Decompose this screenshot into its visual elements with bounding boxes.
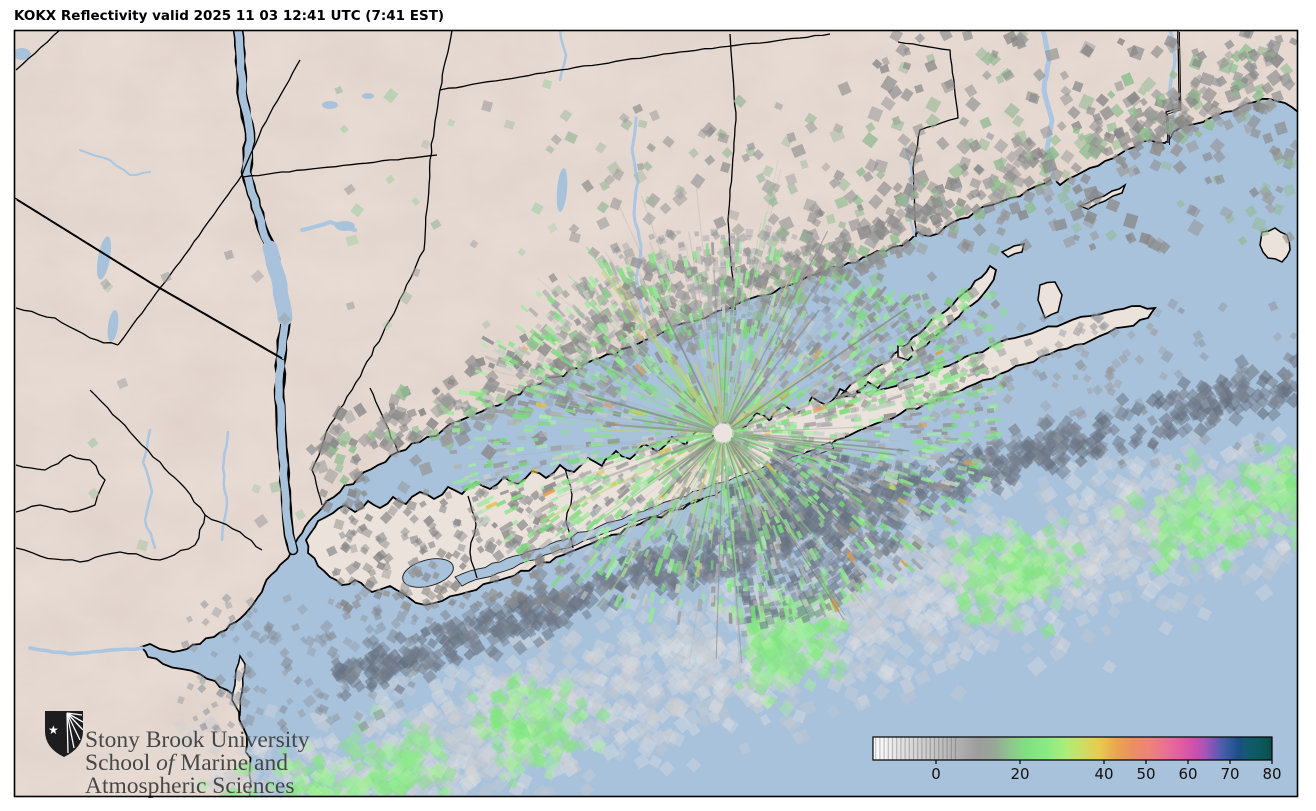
echo-field-hudson-sparse xyxy=(87,249,306,552)
colorbar-tick-label: 50 xyxy=(1136,765,1155,783)
map-border xyxy=(13,29,1299,798)
echo-field-spokes-faint xyxy=(471,159,1000,680)
sbu-shield-icon: ★ xyxy=(45,711,84,757)
colorbar-tick-label: 40 xyxy=(1094,765,1113,783)
colorbar-gradient xyxy=(873,737,1272,760)
colorbar-tick-label: 0 xyxy=(931,765,941,783)
river-creek-north xyxy=(558,30,568,82)
colorbar-stripe xyxy=(908,737,910,760)
boundary-putnam-westchester xyxy=(242,154,438,178)
lake xyxy=(107,310,119,342)
colorbar-stripe xyxy=(883,737,885,760)
colorbar-stripe xyxy=(938,737,940,760)
colorbar-tick-label: 60 xyxy=(1178,765,1197,783)
colorbar-tick-label: 80 xyxy=(1262,765,1281,783)
colorbar-frame xyxy=(872,736,1273,761)
lake xyxy=(556,168,568,212)
colorbar-stripe xyxy=(875,737,877,760)
boundary-nj-county-b xyxy=(15,389,206,563)
stony-brook-logo: ★ Stony Brook University School of Marin… xyxy=(45,711,310,799)
map-area xyxy=(14,30,1298,797)
boundary-ct-north-county xyxy=(439,33,831,91)
river-hackensack xyxy=(220,430,230,542)
colorbar-stripe xyxy=(891,737,894,760)
logo-line-1: Stony Brook University xyxy=(85,727,310,753)
colorbar-stripe xyxy=(954,737,957,760)
colorbar-tick-label: 20 xyxy=(1010,765,1029,783)
boundary-ny-ct-border xyxy=(311,30,453,506)
colorbar-stripe xyxy=(946,737,948,760)
colorbar-stripe xyxy=(925,737,927,760)
river-housatonic xyxy=(630,116,652,344)
lake xyxy=(362,93,374,99)
lake xyxy=(14,48,31,60)
logo-line-2: School of Marine and xyxy=(85,750,288,776)
colorbar-tick-label: 70 xyxy=(1220,765,1239,783)
echo-field-spokes-main xyxy=(540,211,910,664)
colorbar-stripe xyxy=(950,737,952,760)
boundary-nj-ny-line-inner xyxy=(16,199,284,361)
reflectivity-colorbar: 0 20 40 50 60 70 80 xyxy=(872,736,1282,783)
shield-star-icon: ★ xyxy=(48,723,59,737)
echo-field-ct-inland-east xyxy=(837,30,1298,257)
boundary-ct-county-mid xyxy=(727,33,737,311)
colorbar-stripe xyxy=(904,737,906,760)
river-creek-nw xyxy=(79,149,151,176)
echo-field-south-fork-sparse xyxy=(959,321,1168,405)
colorbar-stripe xyxy=(879,737,881,760)
boundary-nj-county-a xyxy=(15,307,119,346)
lake xyxy=(335,221,355,231)
logo-line-3: Atmospheric Sciences xyxy=(85,773,294,799)
river-raritan xyxy=(28,646,144,656)
boundary-ny-nj-corner xyxy=(15,30,61,71)
colorbar-stripe xyxy=(900,737,902,760)
boundary-orange-rockland xyxy=(117,59,301,346)
lake xyxy=(96,236,112,280)
river-passaic xyxy=(141,428,157,550)
echo-field-harbor-speckle xyxy=(176,593,435,734)
gardiners-island xyxy=(1037,281,1063,320)
colorbar-stripe xyxy=(887,737,889,760)
map-title: KOKX Reflectivity valid 2025 11 03 12:41… xyxy=(14,8,444,24)
echo-field-nw-sparse xyxy=(334,79,564,331)
colorbar-stripe xyxy=(929,737,931,760)
hudson-wide-reach xyxy=(262,240,293,326)
radar-site-marker xyxy=(713,423,733,443)
echo-field-se-band-green xyxy=(196,441,1298,797)
colorbar-stripe xyxy=(933,737,936,760)
boundary-nj-county-d xyxy=(15,454,106,513)
lake xyxy=(322,101,338,109)
colorbar-stripe xyxy=(917,737,919,760)
boundary-nj-ny-line xyxy=(14,197,283,359)
boundary-nj-county-c xyxy=(204,514,263,551)
colorbar-stripe xyxy=(921,737,923,760)
colorbar-stripe xyxy=(896,737,898,760)
colorbar-stripe xyxy=(942,737,944,760)
colorbar-stripe xyxy=(912,737,915,760)
